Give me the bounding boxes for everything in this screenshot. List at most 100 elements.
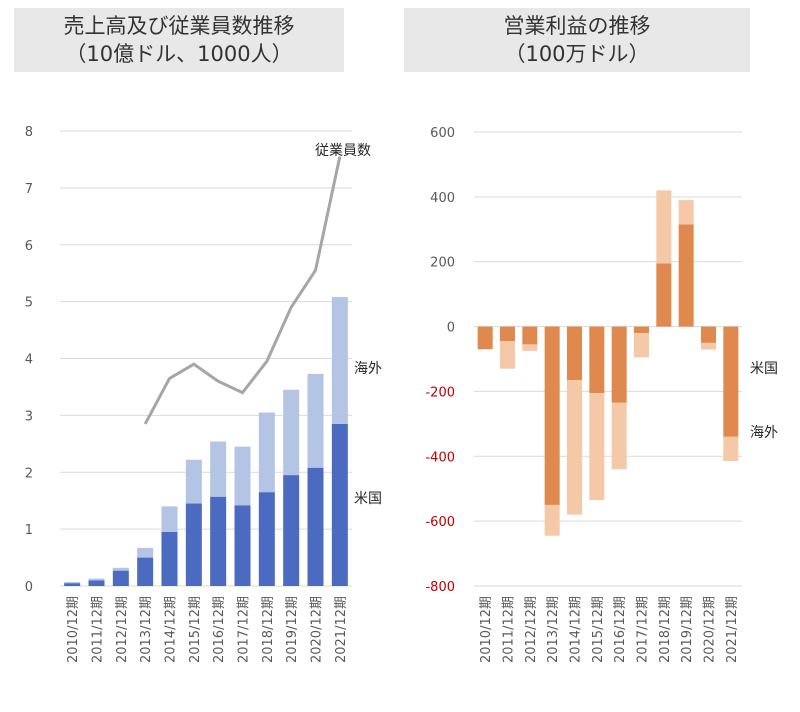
sales-us-legend-label: 米国 — [354, 491, 382, 507]
sales-y-tick-label: 5 — [25, 296, 33, 311]
sales-overseas-bar — [307, 373, 324, 468]
profit-us-bar — [500, 326, 515, 342]
sales-overseas-bar — [210, 441, 227, 497]
profit-x-tick-label: 2021/12期 — [725, 596, 740, 663]
profit-chart-title: 営業利益の推移 （100万ドル） — [404, 8, 750, 72]
sales-overseas-bar — [88, 578, 105, 581]
sales-overseas-bar — [64, 582, 81, 584]
employees-line — [143, 156, 342, 425]
sales-x-tick-label: 2018/12期 — [261, 596, 276, 663]
profit-overseas-bar — [589, 393, 605, 501]
profit-chart-title-line2: （100万ドル） — [504, 42, 650, 66]
profit-x-tick-label: 2018/12期 — [658, 596, 673, 663]
profit-chart-title-line1: 営業利益の推移 — [503, 14, 651, 38]
profit-us-bar — [477, 326, 493, 350]
sales-y-tick-label: 8 — [25, 125, 33, 140]
sales-overseas-bar — [234, 446, 251, 506]
profit-y-tick-label: -600 — [425, 515, 455, 530]
sales-us-bar — [210, 496, 227, 586]
profit-overseas-bar — [656, 190, 672, 264]
sales-overseas-bar — [112, 567, 129, 571]
sales-y-tick-label: 7 — [25, 182, 33, 197]
profit-x-tick-label: 2015/12期 — [591, 596, 606, 663]
sales-x-tick-label: 2019/12期 — [285, 596, 300, 663]
profit-overseas-bar — [522, 344, 538, 351]
sales-overseas-bar — [331, 297, 348, 424]
profit-us-bar — [634, 326, 649, 334]
employees-line-label: 従業員数 — [315, 143, 371, 159]
sales-y-tick-label: 0 — [25, 580, 33, 595]
sales-y-tick-label: 3 — [25, 409, 33, 424]
sales-us-bar — [161, 531, 178, 586]
sales-x-tick-label: 2021/12期 — [334, 596, 349, 663]
sales-x-tick-label: 2014/12期 — [164, 596, 179, 663]
profit-us-bar — [522, 326, 538, 345]
sales-y-tick-label: 1 — [25, 523, 33, 538]
sales-us-bar — [258, 492, 275, 586]
sales-x-tick-label: 2016/12期 — [212, 596, 227, 663]
sales-overseas-legend-label: 海外 — [354, 361, 382, 377]
sales-x-tick-label: 2012/12期 — [115, 596, 130, 663]
profit-overseas-bar — [634, 333, 649, 358]
profit-overseas-bar — [611, 402, 627, 470]
profit-overseas-bar — [567, 380, 582, 515]
sales-x-tick-label: 2011/12期 — [91, 596, 106, 663]
profit-overseas-legend-label: 海外 — [750, 425, 778, 441]
profit-x-tick-label: 2019/12期 — [680, 596, 695, 663]
sales-x-tick-label: 2020/12期 — [310, 596, 325, 663]
sales-overseas-bar — [161, 506, 178, 532]
sales-x-tick-label: 2010/12期 — [66, 596, 81, 663]
profit-y-tick-label: -400 — [425, 450, 455, 465]
profit-overseas-bar — [723, 436, 739, 462]
profit-y-tick-label: 200 — [430, 256, 455, 271]
sales-overseas-bar — [283, 389, 300, 476]
profit-y-tick-label: -200 — [425, 385, 455, 400]
sales-us-bar — [112, 570, 129, 586]
profit-y-tick-label: 0 — [447, 321, 455, 336]
sales-us-bar — [283, 475, 300, 586]
profit-x-tick-label: 2014/12期 — [569, 596, 584, 663]
sales-chart-title-line1: 売上高及び従業員数推移 — [63, 14, 295, 38]
profit-x-tick-label: 2016/12期 — [613, 596, 628, 663]
profit-x-tick-label: 2013/12期 — [546, 596, 561, 663]
profit-us-bar — [656, 263, 672, 327]
profit-us-bar — [589, 326, 605, 394]
sales-x-tick-label: 2015/12期 — [188, 596, 203, 663]
sales-chart-title: 売上高及び従業員数推移 （10億ドル、1000人） — [14, 8, 344, 72]
profit-overseas-bar — [544, 504, 560, 536]
profit-x-tick-label: 2011/12期 — [502, 596, 517, 663]
profit-us-bar — [567, 326, 582, 381]
profit-y-tick-label: -800 — [425, 580, 455, 595]
sales-us-bar — [307, 467, 324, 586]
profit-x-tick-label: 2012/12期 — [524, 596, 539, 663]
sales-x-tick-label: 2013/12期 — [139, 596, 154, 663]
sales-us-bar — [88, 580, 105, 586]
profit-us-bar — [611, 326, 627, 403]
profit-x-tick-label: 2020/12期 — [703, 596, 718, 663]
sales-overseas-bar — [137, 547, 154, 558]
sales-us-bar — [185, 503, 202, 586]
profit-us-bar — [723, 326, 739, 437]
profit-us-bar — [544, 326, 560, 505]
sales-us-bar — [234, 505, 251, 586]
sales-overseas-bar — [185, 459, 202, 504]
sales-us-bar — [64, 583, 81, 586]
profit-overseas-bar — [678, 200, 694, 225]
sales-x-tick-label: 2017/12期 — [237, 596, 252, 663]
profit-x-tick-label: 2017/12期 — [636, 596, 651, 663]
profit-overseas-bar — [701, 342, 716, 350]
sales-us-bar — [137, 557, 154, 586]
profit-us-legend-label: 米国 — [750, 361, 778, 377]
profit-y-tick-label: 400 — [430, 191, 455, 206]
profit-us-bar — [678, 224, 694, 327]
sales-overseas-bar — [258, 412, 275, 493]
sales-y-tick-label: 4 — [25, 353, 33, 368]
profit-overseas-bar — [500, 341, 515, 369]
profit-x-tick-label: 2010/12期 — [479, 596, 494, 663]
profit-y-tick-label: 600 — [430, 126, 455, 141]
sales-us-bar — [331, 423, 348, 586]
sales-y-tick-label: 6 — [25, 239, 33, 254]
sales-chart-title-line2: （10億ドル、1000人） — [65, 42, 293, 66]
sales-y-tick-label: 2 — [25, 466, 33, 481]
